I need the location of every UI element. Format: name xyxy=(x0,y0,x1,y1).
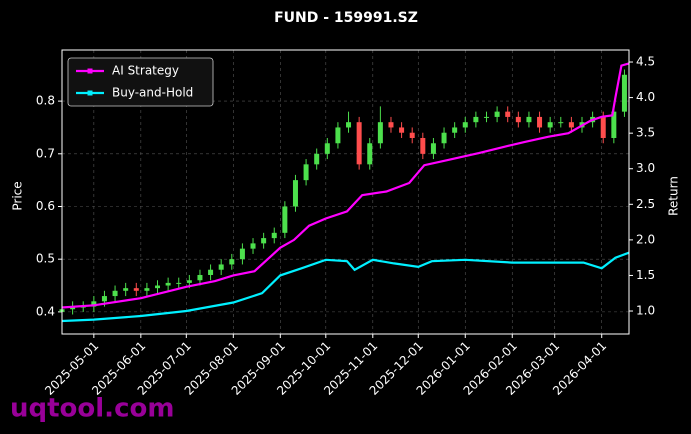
candle-body xyxy=(239,248,245,260)
candle-body xyxy=(324,143,330,154)
candle-body xyxy=(335,127,341,144)
y-tick-label: 0.5 xyxy=(36,252,55,266)
candle-body xyxy=(133,288,139,291)
candle-body xyxy=(144,288,150,291)
candle-body xyxy=(526,116,532,123)
candle-body xyxy=(314,153,320,165)
y2-tick-label: 3.5 xyxy=(636,126,655,140)
candle-body xyxy=(462,122,468,128)
candle-body xyxy=(409,132,415,138)
y-tick-label: 0.6 xyxy=(36,199,55,213)
candle-body xyxy=(537,116,543,128)
candle-body xyxy=(176,282,182,284)
candle-body xyxy=(261,238,267,244)
candle-body xyxy=(229,259,235,265)
candle-body xyxy=(282,206,288,233)
line-series xyxy=(61,62,630,309)
candle-body xyxy=(505,111,511,117)
candle-body xyxy=(91,301,97,307)
candle-body xyxy=(101,296,107,302)
y2-tick-label: 4.5 xyxy=(636,55,655,69)
y2-tick-label: 2.5 xyxy=(636,197,655,211)
candle-body xyxy=(123,288,129,291)
candle-body xyxy=(547,122,553,128)
candle-body xyxy=(420,137,426,154)
candle-body xyxy=(155,285,161,289)
y2-tick-label: 4.0 xyxy=(636,90,655,104)
y2-tick-label: 3.0 xyxy=(636,161,655,175)
y2-tick-label: 2.0 xyxy=(636,232,655,246)
y-tick-label: 0.4 xyxy=(36,304,55,318)
candle-body xyxy=(303,164,309,181)
y2-tick-label: 1.5 xyxy=(636,268,655,282)
y2-axis-label: Return xyxy=(667,176,681,216)
candle-body xyxy=(515,116,521,123)
legend-label: Buy-and-Hold xyxy=(112,86,193,100)
candle-body xyxy=(621,74,627,112)
candle-body xyxy=(568,122,574,128)
candle-body xyxy=(430,143,436,154)
candle-body xyxy=(197,274,203,281)
y-axis-label: Price xyxy=(11,181,25,210)
candle-body xyxy=(367,143,373,165)
candle-body xyxy=(165,282,171,286)
line-series xyxy=(61,251,630,323)
candle-body xyxy=(218,264,224,270)
chart-title: FUND - 159991.SZ xyxy=(274,10,418,26)
candle-body xyxy=(271,232,277,239)
candle-body xyxy=(388,122,394,128)
y-tick-label: 0.8 xyxy=(36,94,55,108)
candle-body xyxy=(356,122,362,165)
watermark: uqtool.com xyxy=(10,394,174,424)
candle-body xyxy=(483,116,489,118)
y-tick-label: 0.7 xyxy=(36,146,55,160)
candle-body xyxy=(377,122,383,144)
plot-frame xyxy=(61,49,630,335)
candle-body xyxy=(473,116,479,123)
candle-body xyxy=(70,306,76,310)
candle-body xyxy=(292,180,298,207)
candle-body xyxy=(558,122,564,124)
candle-body xyxy=(112,290,118,297)
legend-box xyxy=(67,57,214,107)
candle-body xyxy=(611,111,617,138)
candle-body xyxy=(399,127,405,133)
candle-body xyxy=(346,122,352,128)
candle-body xyxy=(208,269,214,275)
legend-marker xyxy=(87,90,93,96)
candle-body xyxy=(441,132,447,144)
y2-tick-label: 1.0 xyxy=(636,304,655,318)
candle-body xyxy=(186,280,192,283)
legend-label: AI Strategy xyxy=(112,64,179,78)
candle-body xyxy=(250,243,256,249)
candle-body xyxy=(494,111,500,117)
legend-marker xyxy=(87,68,93,74)
candle-body xyxy=(600,116,606,138)
candle-body xyxy=(452,127,458,133)
